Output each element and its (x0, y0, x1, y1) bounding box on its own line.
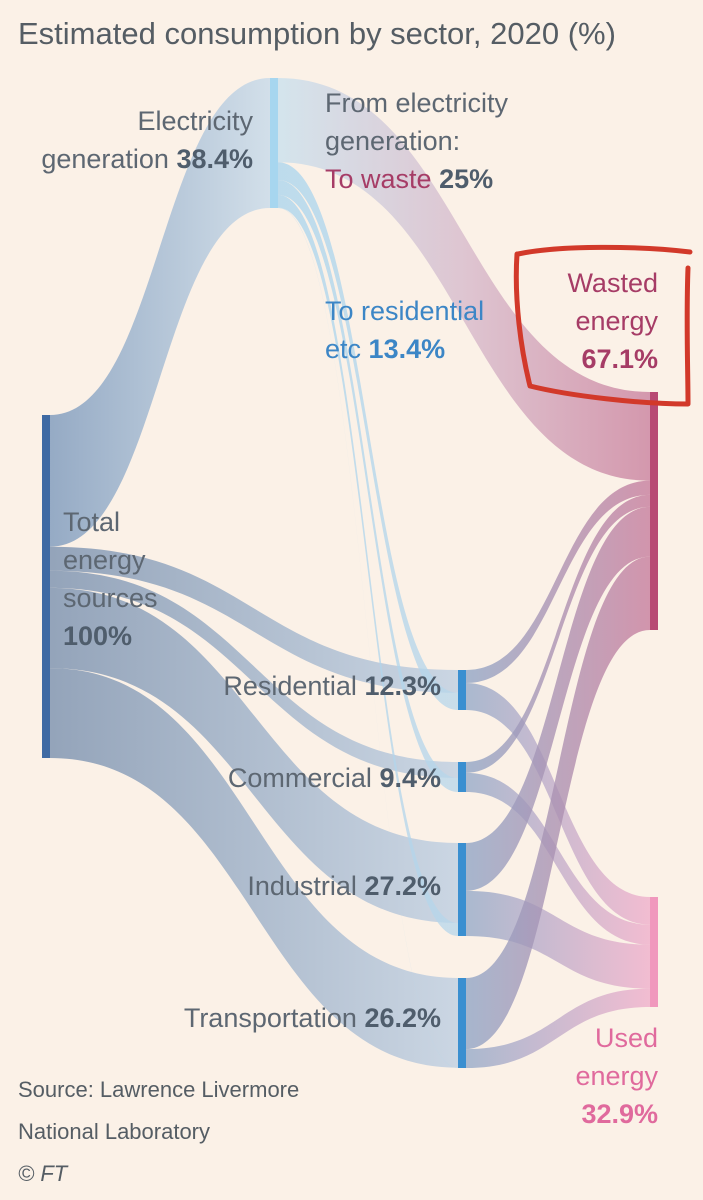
flow-link (50, 668, 458, 1068)
source-line: Source: Lawrence Livermore (18, 1077, 300, 1102)
label-line: energy (63, 545, 146, 575)
label-line: Residential (223, 671, 357, 701)
electricity-generation-value: 38.4% (176, 144, 253, 174)
commercial-value: 9.4% (379, 763, 441, 793)
flow-link (50, 570, 458, 778)
label-line: Transportation (183, 1003, 357, 1033)
flow-link (466, 890, 650, 989)
residential-label: Residential 12.3% (223, 667, 441, 705)
total-energy-sources-label: Total energy sources 100% (63, 503, 158, 655)
highlight-scribble (513, 244, 693, 407)
node-residential (458, 670, 466, 710)
label-line: generation: (325, 126, 461, 156)
label-line: sources (63, 583, 158, 613)
flow-link (278, 207, 458, 1068)
commercial-label: Commercial 9.4% (228, 759, 441, 797)
label-line: generation (41, 144, 169, 174)
flow-link (466, 772, 650, 945)
node-total-energy-sources (42, 415, 50, 758)
used-energy-value: 32.9% (581, 1099, 658, 1129)
to-waste-label: To waste (325, 164, 432, 194)
flow-link (466, 556, 650, 1050)
wasted-energy-value: 67.1% (581, 344, 658, 374)
source-line: National Laboratory (18, 1119, 211, 1144)
label-line: Electricity (137, 106, 253, 136)
transportation-value: 26.2% (364, 1003, 441, 1033)
wasted-energy-label: Wasted energy 67.1% (567, 264, 658, 378)
transportation-label: Transportation 26.2% (184, 999, 441, 1037)
label-line: Total (63, 507, 121, 537)
to-waste-value: 25% (439, 164, 494, 194)
flow-link (50, 587, 458, 924)
node-commercial (458, 762, 466, 792)
node-wasted-energy (650, 392, 658, 630)
electricity-generation-label: Electricity generation 38.4% (41, 102, 253, 178)
node-electricity-generation (270, 78, 278, 208)
total-energy-sources-value: 100% (63, 621, 133, 651)
flow-link (466, 494, 650, 773)
flow-link (50, 78, 270, 547)
source-note: Source: Lawrence Livermore National Labo… (18, 1069, 299, 1195)
to-residential-label: To residential etc 13.4% (325, 292, 484, 368)
label-line: etc (325, 334, 362, 364)
flow-link (278, 162, 458, 710)
flow-link (466, 506, 650, 891)
label-line: energy (575, 1061, 658, 1091)
node-transportation (458, 978, 466, 1068)
flow-link (466, 480, 650, 684)
to-residential-value: 13.4% (368, 334, 446, 364)
flow-link (278, 180, 458, 792)
flow-link (50, 546, 458, 693)
residential-value: 12.3% (364, 671, 441, 701)
flow-links (50, 78, 650, 1068)
label-line: From electricity (325, 88, 509, 118)
ft-credit: © FT (18, 1161, 68, 1186)
flow-link (278, 194, 458, 936)
label-line: Commercial (227, 763, 372, 793)
flow-link (278, 78, 650, 481)
label-line: energy (575, 306, 658, 336)
nodes (42, 78, 658, 1068)
from-electricity-label: From electricity generation: To waste 25… (325, 84, 508, 198)
flow-link (466, 988, 650, 1068)
label-line: To residential (325, 296, 485, 326)
node-industrial (458, 843, 466, 936)
label-line: Industrial (247, 871, 357, 901)
industrial-value: 27.2% (364, 871, 441, 901)
label-line: Used (594, 1023, 658, 1053)
node-used-energy (650, 897, 658, 1007)
label-line: Wasted (567, 268, 658, 298)
used-energy-label: Used energy 32.9% (575, 1019, 658, 1133)
chart-title: Estimated consumption by sector, 2020 (%… (18, 16, 616, 51)
industrial-label: Industrial 27.2% (247, 867, 441, 905)
